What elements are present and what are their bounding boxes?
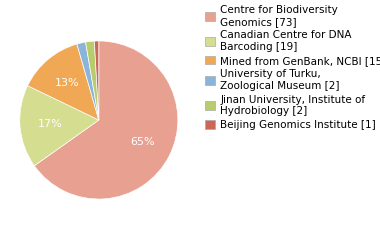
Legend: Centre for Biodiversity
Genomics [73], Canadian Centre for DNA
Barcoding [19], M: Centre for Biodiversity Genomics [73], C…: [205, 5, 380, 130]
Wedge shape: [34, 41, 178, 199]
Wedge shape: [28, 44, 99, 120]
Wedge shape: [20, 86, 99, 166]
Wedge shape: [77, 42, 99, 120]
Text: 13%: 13%: [55, 78, 79, 88]
Wedge shape: [86, 41, 99, 120]
Text: 17%: 17%: [38, 119, 62, 129]
Text: 65%: 65%: [130, 138, 155, 148]
Wedge shape: [94, 41, 99, 120]
